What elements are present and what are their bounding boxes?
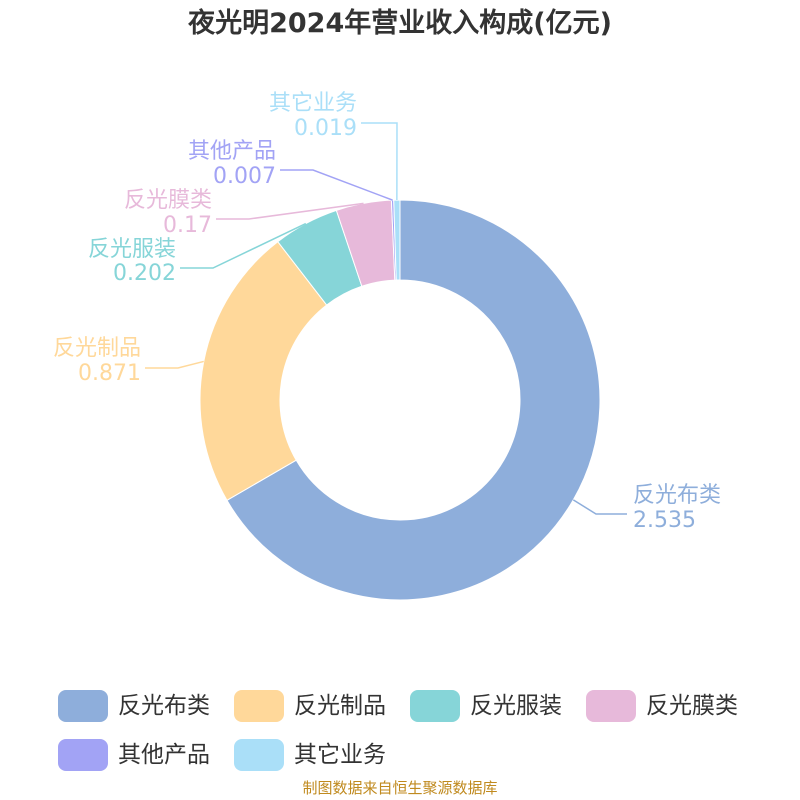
legend-label: 反光制品 [294,693,386,719]
leader-line-3 [180,222,307,269]
slice-6[interactable] [393,199,401,281]
legend-item-6[interactable]: 其它业务 [234,737,386,773]
legend-swatch [234,690,284,722]
slice-label-name-3: 反光服装 [88,237,176,262]
legend-label: 反光服装 [470,693,562,719]
legend-swatch [58,690,108,722]
legend-swatch [234,739,284,771]
legend-label: 反光膜类 [646,693,738,719]
data-source-note: 制图数据来自恒生聚源数据库 [302,779,498,797]
slice-label-name-1: 反光布类 [633,483,721,508]
legend-label: 反光布类 [118,693,210,719]
legend-label: 其他产品 [118,742,210,768]
legend-item-2[interactable]: 反光制品 [234,688,386,724]
leader-line-6 [361,122,398,201]
slice-label-name-5: 其他产品 [188,139,276,164]
leader-line-1 [572,499,627,515]
leader-line-5 [280,169,393,201]
slice-labels: 反光布类2.535反光制品0.871反光服装0.202反光膜类0.17其他产品0… [53,91,721,533]
legend-item-3[interactable]: 反光服装 [410,688,562,724]
legend-swatch [410,690,460,722]
legend-swatch [586,690,636,722]
slice-1[interactable] [226,199,601,601]
slice-2[interactable] [199,240,328,501]
slice-label-value-2: 0.871 [78,361,141,386]
legend-item-1[interactable]: 反光布类 [58,688,210,724]
slice-label-value-4: 0.17 [163,213,212,238]
leader-line-2 [145,360,204,369]
slice-label-name-4: 反光膜类 [124,188,212,213]
leader-line-4 [216,202,364,220]
slice-label-value-6: 0.019 [294,116,357,141]
legend-swatch [58,739,108,771]
slice-label-value-3: 0.202 [113,261,176,286]
legend-item-5[interactable]: 其他产品 [58,737,210,773]
slice-label-value-5: 0.007 [213,164,276,189]
chart-title: 夜光明2024年营业收入构成(亿元) [188,8,612,39]
slice-label-value-1: 2.535 [633,508,696,533]
legend-item-4[interactable]: 反光膜类 [586,688,738,724]
donut-slices [199,199,601,601]
slice-label-name-6: 其它业务 [269,91,357,116]
legend-label: 其它业务 [294,742,386,768]
label-leader-lines [145,122,627,515]
slice-label-name-2: 反光制品 [53,336,141,361]
